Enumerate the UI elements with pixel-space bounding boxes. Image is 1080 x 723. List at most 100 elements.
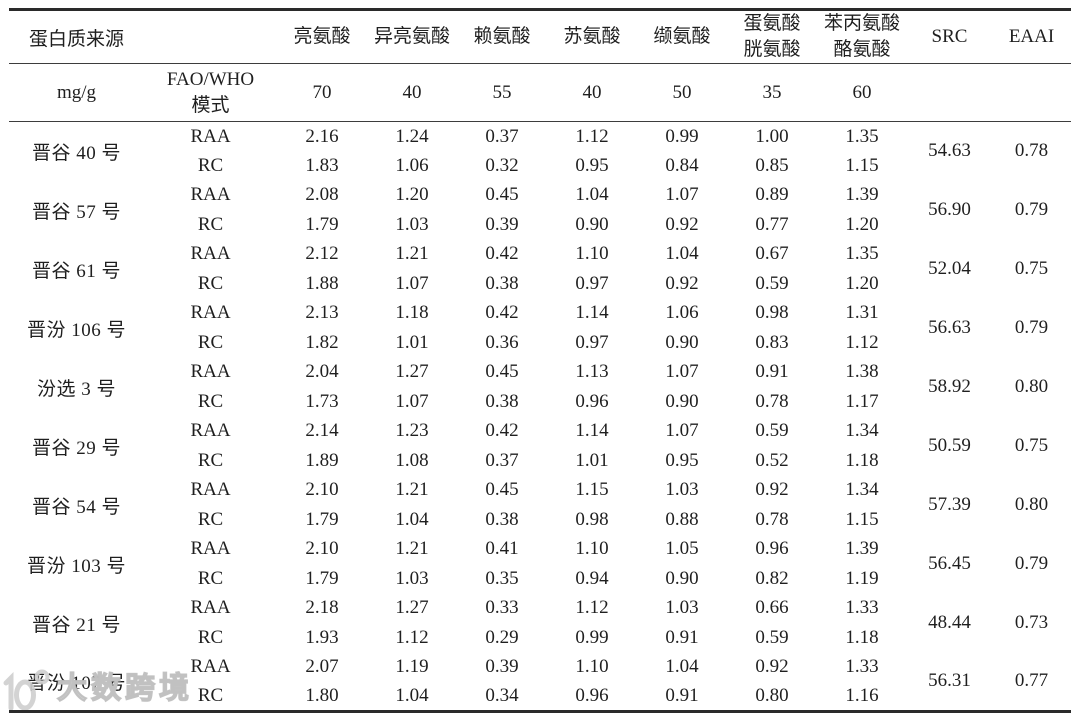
fao-who-header-line: FAO/WHO	[166, 68, 255, 90]
data-row-raa: 晋谷 57 号 RAA 2.08 1.20 0.45 1.04 1.07 0.89 1.39 56…	[9, 181, 1071, 222]
reference-value: 70	[277, 63, 368, 122]
value-cell: 1.04	[665, 656, 699, 678]
value-cell: 0.92	[755, 479, 789, 501]
value-cell: 1.20	[395, 184, 429, 206]
value-cell: 0.83	[755, 331, 789, 353]
amino-header-threonine: 苏氨酸	[547, 9, 638, 64]
value-cell: 2.10	[305, 538, 339, 560]
value-cell: 0.41	[485, 538, 519, 560]
value-cell: 1.83	[305, 154, 339, 176]
value-cell: 1.18	[395, 302, 429, 324]
variety-cell: 晋谷 40 号	[31, 142, 121, 164]
data-row-raa: 晋谷 29 号 RAA 2.14 1.23 0.42 1.14 1.07 0.59 1.34 50…	[9, 417, 1071, 458]
value-cell: 1.15	[845, 154, 879, 176]
src-header: SRC	[907, 9, 993, 64]
value-cell: 1.04	[395, 685, 429, 706]
value-cell: 1.18	[845, 626, 879, 648]
value-cell: 1.27	[395, 361, 429, 383]
value-cell: 0.89	[755, 184, 789, 206]
value-cell: 0.38	[485, 508, 519, 530]
value-cell: 1.20	[845, 213, 879, 235]
value-cell: 0.42	[485, 243, 519, 265]
data-row-rc: RC 1.83 1.06 0.32 0.95 0.84 0.85 1.15	[9, 151, 1071, 181]
value-cell: 1.12	[575, 597, 609, 619]
value-cell: 1.07	[395, 272, 429, 294]
src-cell: 56.31	[928, 670, 971, 692]
value-cell: 1.20	[845, 272, 879, 294]
value-cell: 1.27	[395, 597, 429, 619]
eaai-cell: 0.77	[1014, 670, 1049, 692]
value-cell: 0.91	[665, 626, 699, 648]
value-cell: 1.35	[845, 125, 879, 147]
value-cell: 2.12	[305, 243, 339, 265]
protein-source-header: 蛋白质来源	[9, 9, 278, 64]
data-row-rc: RC 1.79 1.04 0.38 0.98 0.88 0.78 1.15	[9, 505, 1071, 535]
value-cell: 0.78	[755, 508, 789, 530]
value-cell: 0.91	[665, 685, 699, 706]
src-cell: 56.90	[928, 199, 971, 220]
value-cell: 0.92	[665, 213, 699, 235]
src-cell: 56.63	[928, 317, 971, 338]
value-cell: 1.15	[575, 479, 609, 501]
eaai-header: EAAI	[992, 9, 1072, 64]
row-type-cell: RAA	[190, 184, 231, 206]
value-cell: 0.38	[485, 390, 519, 412]
data-row-raa: 晋谷 21 号 RAA 2.18 1.27 0.33 1.12 1.03 0.66 1.33 48…	[9, 594, 1071, 635]
table-header-row-2: mg/g FAO/WHO 模式 70 40 55 40 50 35 60	[9, 63, 1072, 122]
data-row-raa: 晋谷 40 号 RAA 2.16 1.24 0.37 1.12 0.99 1.00 1.35 54…	[9, 122, 1071, 164]
row-type-cell: RAA	[190, 243, 231, 265]
value-cell: 1.16	[845, 685, 879, 706]
amino-header-isoleucine: 异亮氨酸	[367, 9, 458, 64]
value-cell: 0.32	[485, 154, 519, 176]
value-cell: 0.37	[485, 449, 519, 471]
value-cell: 1.10	[575, 538, 609, 560]
value-cell: 1.12	[395, 626, 429, 648]
reference-value: 55	[457, 63, 548, 122]
unit-header: mg/g	[9, 63, 144, 122]
value-cell: 1.80	[305, 685, 339, 706]
value-cell: 2.14	[305, 420, 339, 442]
value-cell: 0.45	[485, 361, 519, 383]
value-cell: 1.88	[305, 272, 339, 294]
row-type-cell: RAA	[190, 597, 231, 619]
reference-value: 60	[817, 63, 908, 122]
value-cell: 0.97	[575, 331, 609, 353]
value-cell: 1.07	[395, 390, 429, 412]
variety-cell: 晋汾 106 号	[26, 319, 126, 341]
reference-value: 50	[637, 63, 728, 122]
value-cell: 1.33	[845, 656, 879, 678]
value-cell: 0.36	[485, 331, 519, 353]
value-cell: 1.93	[305, 626, 339, 648]
value-cell: 2.07	[305, 656, 339, 678]
value-cell: 1.33	[845, 597, 879, 619]
amino-header-line: 胱氨酸	[743, 39, 801, 60]
value-cell: 1.38	[845, 361, 879, 383]
amino-header-line: 赖氨酸	[473, 26, 531, 47]
eaai-cell: 0.79	[1014, 553, 1049, 574]
value-cell: 0.94	[575, 567, 609, 589]
value-cell: 0.85	[755, 154, 789, 176]
value-cell: 0.95	[665, 449, 699, 471]
value-cell: 0.77	[755, 213, 789, 235]
reference-value-empty	[992, 63, 1072, 122]
eaai-cell: 0.78	[1014, 140, 1049, 162]
src-cell: 57.39	[928, 494, 971, 515]
row-type-cell: RAA	[190, 125, 231, 147]
value-cell: 1.34	[845, 420, 879, 442]
value-cell: 1.12	[845, 331, 879, 353]
value-cell: 0.99	[665, 125, 699, 147]
value-cell: 0.29	[485, 626, 519, 648]
data-row-rc: RC 1.88 1.07 0.38 0.97 0.92 0.59 1.20	[9, 269, 1071, 299]
fao-who-header-line: 模式	[191, 94, 230, 116]
value-cell: 0.99	[575, 626, 609, 648]
value-cell: 0.95	[575, 154, 609, 176]
value-cell: 0.84	[665, 154, 699, 176]
value-cell: 0.96	[575, 685, 609, 706]
value-cell: 2.16	[305, 125, 339, 147]
value-cell: 1.14	[575, 302, 609, 324]
row-type-cell: RC	[197, 272, 224, 294]
value-cell: 1.06	[395, 154, 429, 176]
value-cell: 0.42	[485, 420, 519, 442]
value-cell: 1.03	[665, 479, 699, 501]
row-type-cell: RC	[197, 154, 224, 176]
